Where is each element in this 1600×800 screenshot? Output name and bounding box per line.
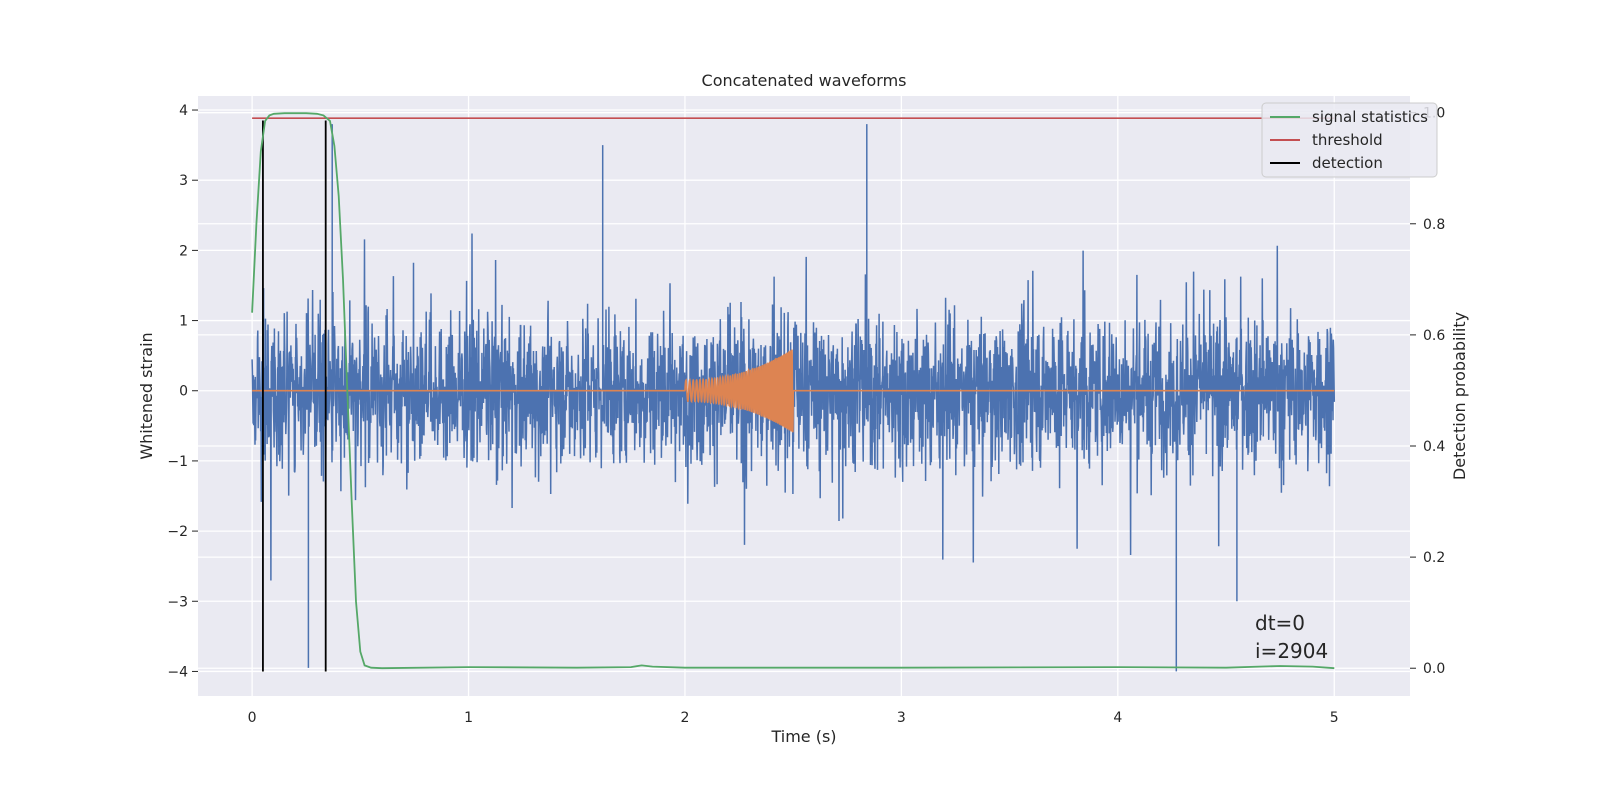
y-axis-label-left: Whitened strain xyxy=(137,332,156,459)
x-tick-label: 1 xyxy=(464,710,473,726)
annotation-i: i=2904 xyxy=(1255,639,1328,663)
y-axis-label-right: Detection probability xyxy=(1450,312,1469,480)
chart-title: Concatenated waveforms xyxy=(702,71,907,90)
x-tick-label: 0 xyxy=(248,710,257,726)
legend-label-detection: detection xyxy=(1312,154,1383,172)
y-tick-label-right: 0.2 xyxy=(1423,550,1445,566)
y-tick-label-left: 1 xyxy=(179,314,188,330)
y-tick-label-left: −1 xyxy=(167,454,188,470)
y-tick-label-left: 2 xyxy=(179,243,188,259)
legend: signal statistics threshold detection xyxy=(1261,102,1438,178)
x-tick-label: 2 xyxy=(681,710,690,726)
x-axis-label: Time (s) xyxy=(770,727,836,746)
y-tick-label-left: 0 xyxy=(179,384,188,400)
legend-label-threshold: threshold xyxy=(1312,131,1383,149)
y-tick-label-left: −2 xyxy=(167,524,188,540)
y-tick-label-left: 3 xyxy=(179,173,188,189)
y-tick-label-right: 0.6 xyxy=(1423,328,1445,344)
legend-label-signal-statistics: signal statistics xyxy=(1312,108,1428,126)
y-tick-label-right: 0.4 xyxy=(1423,439,1445,455)
annotation-dt: dt=0 xyxy=(1255,611,1305,635)
chirp-signal-line xyxy=(252,349,1335,433)
y-tick-label-right: 0.8 xyxy=(1423,217,1445,233)
x-tick-label: 5 xyxy=(1330,710,1339,726)
data-layer xyxy=(251,112,1336,672)
y-tick-label-left: −3 xyxy=(167,594,188,610)
y-tick-label-right: 0.0 xyxy=(1423,661,1445,677)
x-tick-label: 3 xyxy=(897,710,906,726)
y-tick-label-left: −4 xyxy=(167,664,188,680)
x-tick-label: 4 xyxy=(1113,710,1122,726)
y-tick-label-left: 4 xyxy=(179,103,188,119)
signal-statistics-line xyxy=(251,112,1335,670)
legend-box xyxy=(1261,102,1438,178)
